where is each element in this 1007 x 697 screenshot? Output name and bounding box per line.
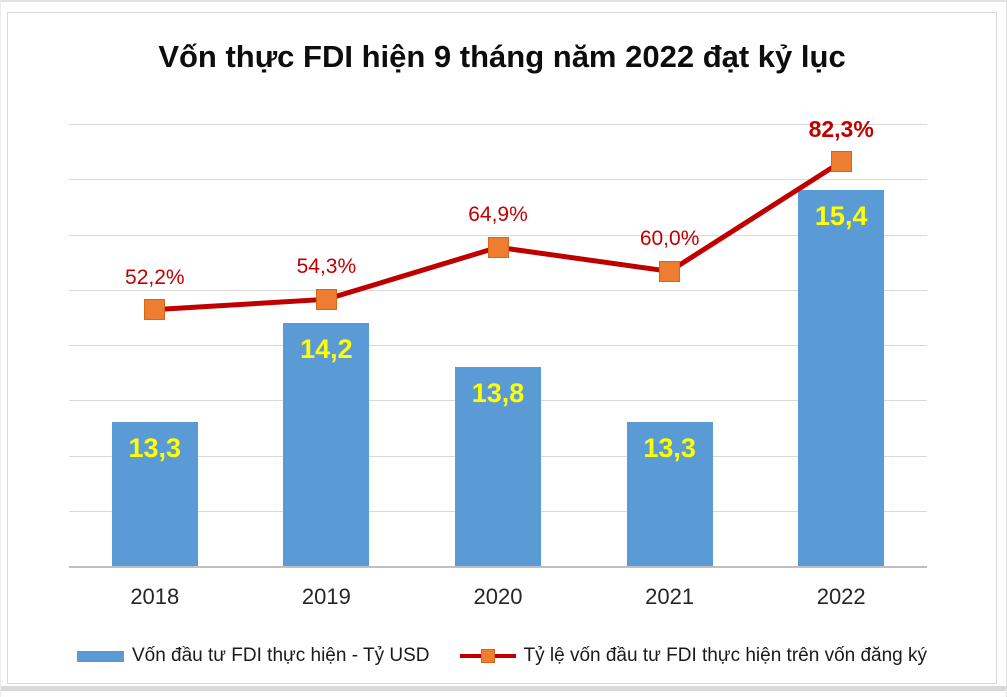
gridline [69, 234, 927, 236]
line-marker-2022[interactable] [830, 151, 852, 173]
legend-label-bar-series: Vốn đầu tư FDI thực hiện - Tỷ USD [131, 645, 430, 666]
line-marker-2020[interactable] [487, 236, 509, 258]
legend-item-line-series: Tỷ lệ vốn đầu tư FDI thực hiện trên vốn … [459, 645, 928, 667]
line-data-label: 60,0% [639, 227, 700, 251]
x-axis-label-2019: 2019 [301, 584, 351, 609]
line-series-swatch-icon [459, 646, 516, 667]
gridline [69, 179, 927, 181]
legend: Vốn đầu tư FDI thực hiện - Tỷ USD Tỷ lệ … [8, 645, 996, 667]
line-path [154, 159, 843, 313]
bar-data-label: 13,3 [128, 433, 182, 464]
line-marker-2018[interactable] [144, 299, 166, 321]
bar-2020[interactable]: 13,8 [455, 367, 541, 566]
chart-title: Vốn thực FDI hiện 9 tháng năm 2022 đạt k… [158, 39, 846, 74]
x-axis-label-2022: 2022 [816, 584, 866, 609]
bar-2021[interactable]: 13,3 [626, 422, 713, 566]
legend-label-line-series: Tỷ lệ vốn đầu tư FDI thực hiện trên vốn … [523, 645, 928, 666]
line-marker-2019[interactable] [315, 288, 337, 310]
bar-2018[interactable]: 13,3 [111, 422, 198, 566]
line-marker-2021[interactable] [659, 260, 681, 282]
bottom-scroll-strip [1, 686, 1006, 691]
x-axis-label-2021: 2021 [645, 584, 695, 609]
line-data-label: 54,3% [296, 255, 357, 279]
x-axis-label-2020: 2020 [473, 584, 523, 609]
line-data-label: 52,2% [125, 265, 185, 289]
line-data-label: 64,9% [468, 203, 528, 227]
gridline [69, 289, 927, 291]
x-axis-line [69, 566, 927, 568]
plot-area: 13,3 14,2 13,8 13,3 15,4 52,2% 54,3% 64,9% 60,0%… [69, 116, 927, 568]
legend-item-bar-series: Vốn đầu tư FDI thực hiện - Tỷ USD [76, 645, 430, 667]
x-axis-label-2018: 2018 [130, 584, 180, 609]
line-data-label: 82,3% [808, 115, 874, 142]
bar-2019[interactable]: 14,2 [283, 322, 370, 566]
bar-series-swatch-icon [76, 650, 124, 662]
chart-container: Vốn thực FDI hiện 9 tháng năm 2022 đạt k… [7, 12, 997, 684]
bar-2022[interactable]: 15,4 [798, 190, 885, 566]
line-series [154, 159, 843, 313]
bar-data-label: 13,3 [643, 433, 696, 464]
bar-data-label: 14,2 [300, 333, 353, 364]
bar-data-label: 13,8 [471, 378, 525, 409]
gridline [69, 124, 927, 125]
bar-data-label: 15,4 [814, 201, 868, 232]
gridline [69, 345, 927, 346]
